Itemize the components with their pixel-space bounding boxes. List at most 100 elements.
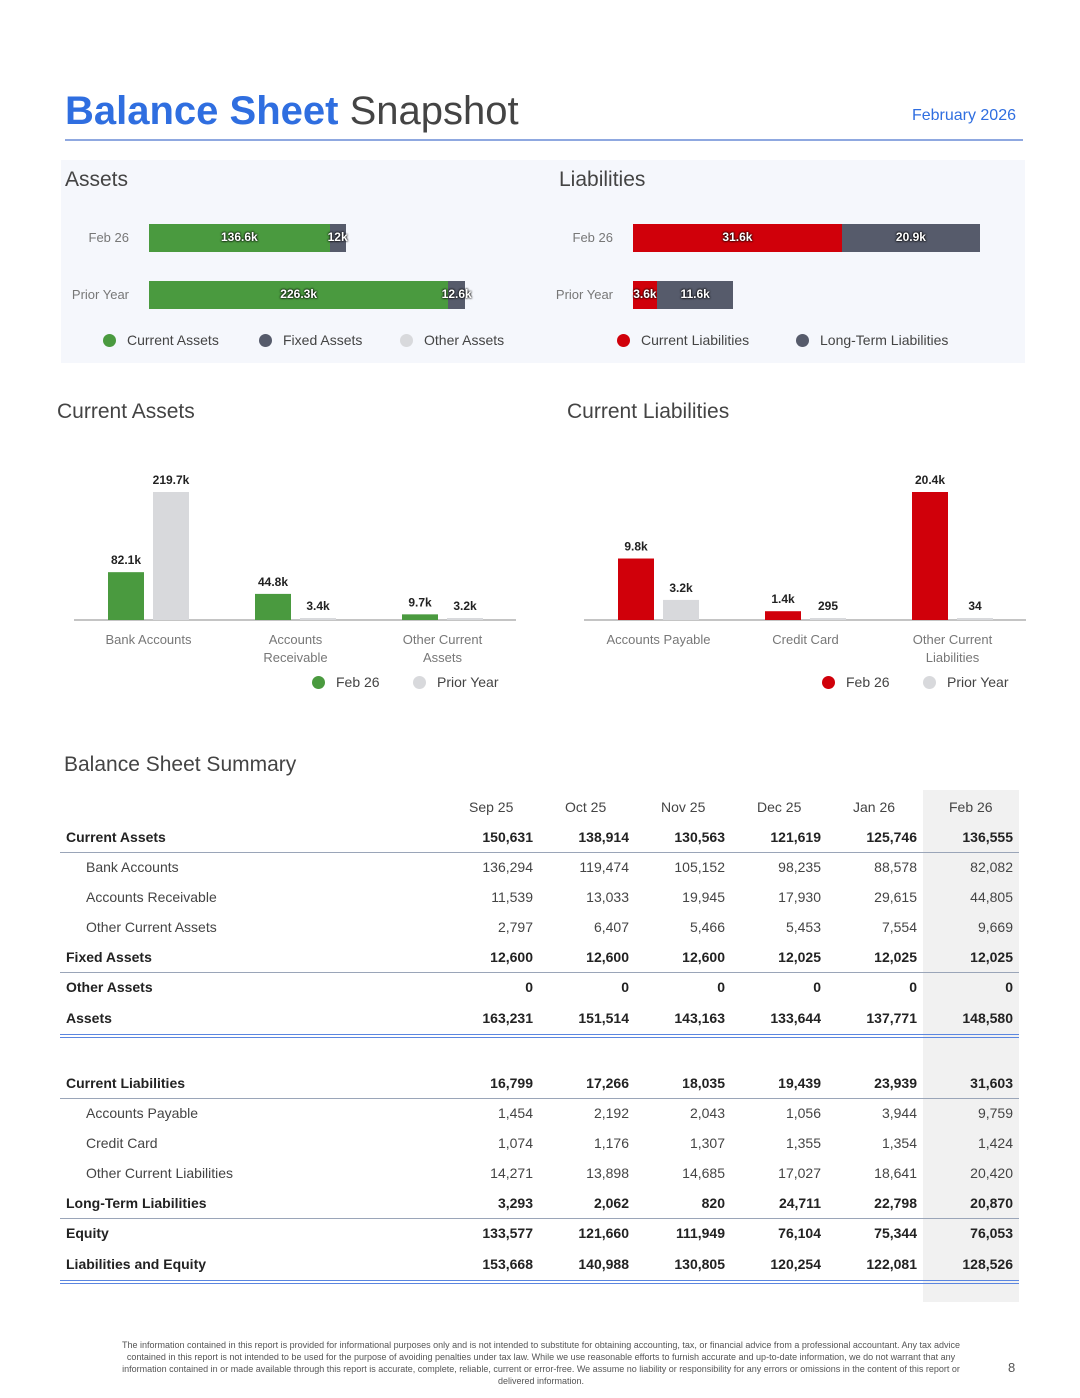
table-cell: 153,668 xyxy=(443,1248,539,1284)
segment-value-label: 20.9k xyxy=(895,230,926,244)
table-cell: 17,027 xyxy=(778,1165,821,1181)
stacked-bar-segment xyxy=(633,224,842,252)
bar-value-label: 1.4k xyxy=(771,592,795,606)
summary-title: Balance Sheet Summary xyxy=(64,753,297,776)
table-cell: 1,454 xyxy=(497,1105,533,1122)
table-cell: 76,104 xyxy=(778,1225,821,1242)
column-bar xyxy=(765,611,801,620)
bar-value-label: 34 xyxy=(968,599,982,613)
assets-row-label: Prior Year xyxy=(71,287,129,302)
column-bar xyxy=(108,572,144,620)
table-cell: 121,660 xyxy=(578,1225,629,1242)
table-cell: 150,631 xyxy=(443,822,539,853)
table-cell: 12,025 xyxy=(923,942,1019,973)
segment-value-label: 12k xyxy=(327,230,348,244)
page-number: 8 xyxy=(1008,1360,1016,1375)
table-cell: 2,797 xyxy=(497,919,533,935)
table-cell: 5,466 xyxy=(689,919,725,935)
bar-value-label: 9.8k xyxy=(624,540,648,554)
current-assets-chart-title: Current Assets xyxy=(57,400,195,423)
row-label: Other Current Liabilities xyxy=(86,1165,234,1181)
table-row: Liabilities and Equity 153,668 140,988 130,… xyxy=(60,1248,1019,1284)
table-cell: 125,746 xyxy=(827,822,923,853)
column-header: Nov 25 xyxy=(661,798,706,815)
table-cell: 2,062 xyxy=(539,1188,635,1219)
table-cell: 18,035 xyxy=(635,1068,731,1099)
column-bar xyxy=(912,492,948,620)
segment-value-label: 136.6k xyxy=(220,230,258,244)
table-cell: 22,798 xyxy=(827,1188,923,1219)
table-cell: 14,685 xyxy=(682,1165,725,1181)
segment-value-label: 11.6k xyxy=(680,287,710,301)
table-cell: 31,603 xyxy=(923,1068,1019,1099)
legend-dot-icon xyxy=(413,675,426,689)
table-row: Credit Card 1,074 1,176 1,307 1,355 1,354 1,42… xyxy=(60,1128,1019,1158)
table-row: Equity 133,577 121,660 111,949 76,104 75,344 7… xyxy=(60,1218,1019,1248)
bar-value-label: 3.4k xyxy=(306,599,330,613)
legend-label: Current Assets xyxy=(127,332,219,348)
segment-value-label: 226.3k xyxy=(280,287,318,301)
legend-dot-icon xyxy=(259,333,272,347)
segment-value-label: 3.6k xyxy=(633,287,657,301)
table-cell: 122,081 xyxy=(827,1248,923,1284)
table-cell: 136,555 xyxy=(923,822,1019,853)
column-header: Sep 25 xyxy=(469,798,514,815)
table-cell: 12,600 xyxy=(539,942,635,973)
table-row: Bank Accounts 136,294 119,474 105,152 98,235… xyxy=(60,852,1019,882)
bar-value-label: 44.8k xyxy=(258,575,288,589)
table-cell: 119,474 xyxy=(579,859,629,876)
legend-label: Other Assets xyxy=(424,332,505,348)
category-label: Receivable xyxy=(263,650,327,665)
table-cell: 23,939 xyxy=(827,1068,923,1099)
bar-value-label: 3.2k xyxy=(453,599,477,613)
legend-current-liabilities: Current Liabilities xyxy=(617,332,749,348)
column-bar xyxy=(957,618,993,620)
stacked-bar-segment xyxy=(329,224,346,252)
category-label: Other Current xyxy=(913,632,993,647)
table-cell: 0 xyxy=(909,979,917,996)
table-row: Accounts Receivable 11,539 13,033 19,945 17,… xyxy=(60,882,1019,912)
bar-value-label: 219.7k xyxy=(153,473,190,487)
table-cell: 151,514 xyxy=(539,1002,635,1038)
table-cell: 75,344 xyxy=(874,1225,917,1242)
table-spacer xyxy=(60,1036,1019,1068)
table-row: Assets 163,231 151,514 143,163 133,644 137,77… xyxy=(60,1002,1019,1038)
table-cell: 130,563 xyxy=(635,822,731,853)
table-cell: 3,293 xyxy=(443,1188,539,1219)
table-cell: 130,805 xyxy=(635,1248,731,1284)
table-cell: 7,554 xyxy=(881,919,917,935)
bar-value-label: 295 xyxy=(818,599,838,613)
table-cell: 136,294 xyxy=(482,859,533,876)
report-header: Balance Sheet Snapshot February 2026 xyxy=(65,85,1023,141)
assets-chart-title: Assets xyxy=(65,168,129,191)
table-cell: 0 xyxy=(1005,979,1013,996)
row-label: Credit Card xyxy=(86,1135,158,1151)
table-cell: 17,930 xyxy=(778,889,821,905)
column-bar xyxy=(300,618,336,620)
legend-label: Long-Term Liabilities xyxy=(820,332,949,348)
table-cell: 105,152 xyxy=(674,859,725,876)
column-bar xyxy=(255,593,291,620)
column-bar xyxy=(618,558,654,620)
table-cell: 2,043 xyxy=(689,1105,725,1122)
table-cell: 1,307 xyxy=(689,1135,725,1151)
table-cell: 19,945 xyxy=(682,889,725,905)
category-label: Liabilities xyxy=(926,650,980,665)
table-cell: 12,600 xyxy=(443,942,539,973)
table-cell: 18,641 xyxy=(874,1165,917,1181)
table-row: Long-Term Liabilities 3,293 2,062 820 24,711… xyxy=(60,1188,1019,1219)
category-label: Accounts Payable xyxy=(606,632,710,647)
legend-other-assets: Other Assets xyxy=(400,332,504,348)
table-cell: 133,577 xyxy=(482,1225,533,1242)
table-cell: 3,944 xyxy=(881,1105,917,1122)
column-bar xyxy=(402,614,438,620)
liabilities-chart-title: Liabilities xyxy=(559,168,646,191)
table-cell: 138,914 xyxy=(539,822,635,853)
legend-dot-icon xyxy=(822,675,835,689)
table-cell: 121,619 xyxy=(731,822,827,853)
table-row: Other Current Assets 2,797 6,407 5,466 5,453… xyxy=(60,912,1019,942)
table-cell: 19,439 xyxy=(731,1068,827,1099)
table-row: Other Assets 0 0 0 0 0 0 xyxy=(60,972,1019,1002)
bar-value-label: 3.2k xyxy=(669,581,693,595)
